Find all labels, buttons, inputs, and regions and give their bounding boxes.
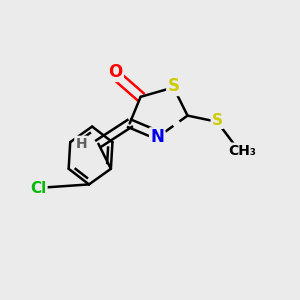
Text: N: N: [150, 128, 164, 146]
Text: CH₃: CH₃: [228, 144, 256, 158]
Text: S: S: [167, 77, 179, 95]
Text: S: S: [212, 113, 223, 128]
Text: O: O: [109, 63, 123, 81]
Text: Cl: Cl: [30, 181, 46, 196]
Text: H: H: [75, 137, 87, 151]
